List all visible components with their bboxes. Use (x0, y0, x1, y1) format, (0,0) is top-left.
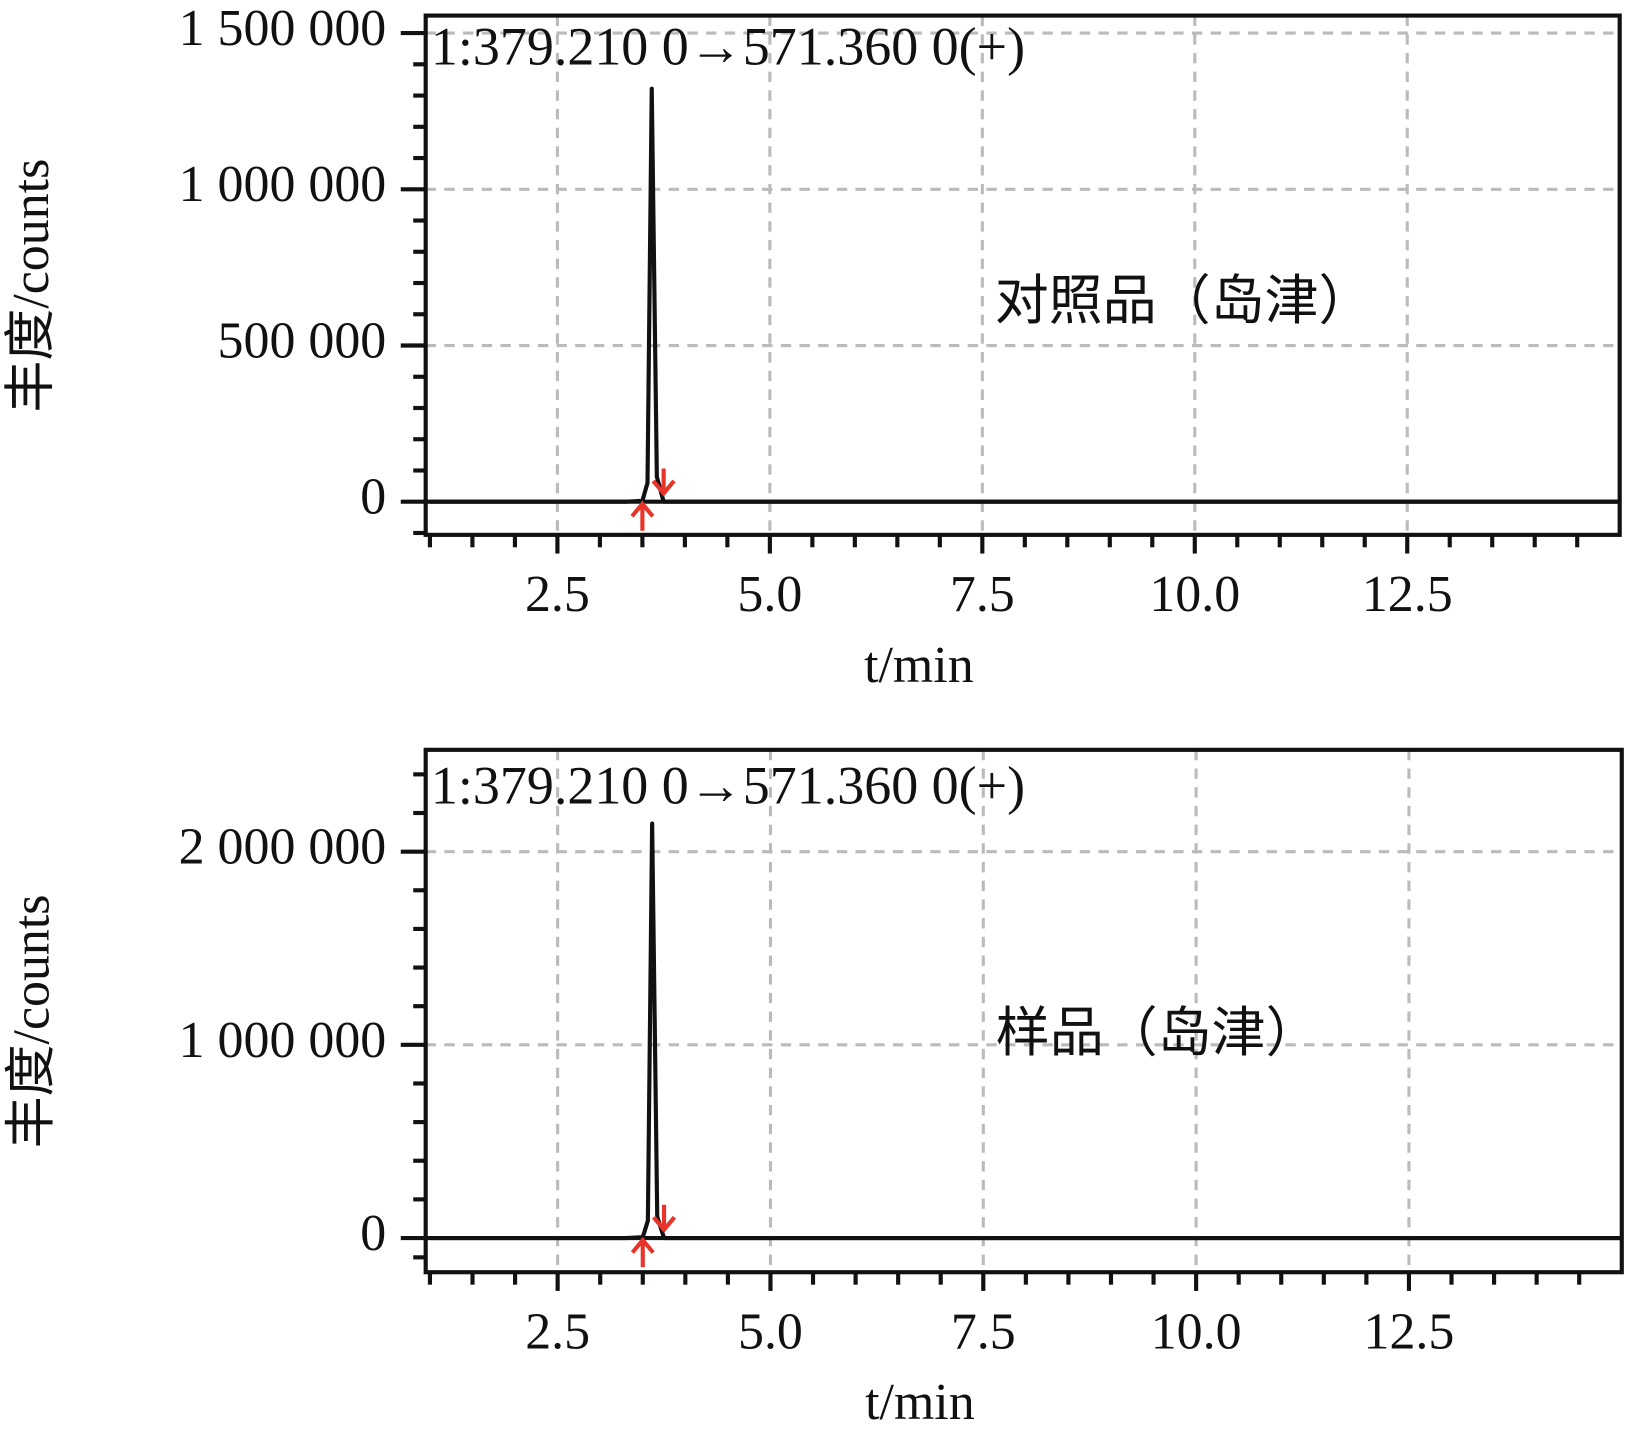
y-tick-label: 1 000 000 (179, 1012, 387, 1069)
annotation: 对照品（岛津） (995, 271, 1373, 331)
x-tick-label: 12.5 (1362, 566, 1453, 623)
y-tick-label: 1 000 000 (179, 156, 387, 213)
x-tick-label: 7.5 (950, 566, 1015, 623)
x-tick-label: 10.0 (1149, 566, 1240, 623)
y-tick-label: 1 500 000 (179, 0, 387, 57)
y-axis-label: 丰度/counts (3, 895, 60, 1149)
plot-frame (423, 13, 1622, 537)
y-axis-label: 丰度/counts (3, 159, 60, 413)
x-tick-label: 7.5 (951, 1304, 1016, 1361)
integration-marker (630, 500, 655, 531)
x-tick-label: 5.0 (737, 566, 802, 623)
y-tick-label: 0 (360, 1205, 386, 1262)
x-tick-label: 10.0 (1151, 1304, 1242, 1361)
integration-marker (652, 1204, 677, 1233)
y-tick-label: 0 (360, 469, 386, 526)
y-tick-label: 500 000 (218, 312, 387, 369)
annotation: 样品（岛津） (996, 1003, 1320, 1063)
chromatogram-line (429, 86, 1620, 504)
x-tick-label: 5.0 (738, 1304, 803, 1361)
x-tick-label: 2.5 (525, 566, 590, 623)
x-tick-label: 12.5 (1364, 1304, 1455, 1361)
plot-frame (423, 747, 1624, 1275)
x-axis-label: t/min (865, 1374, 975, 1431)
x-axis-label: t/min (864, 637, 974, 694)
annotation: 1:379.210 0→571.360 0(+) (431, 16, 1025, 76)
integration-marker (651, 468, 676, 497)
y-tick-label: 2 000 000 (179, 819, 387, 876)
integration-marker (630, 1236, 655, 1268)
annotation: 1:379.210 0→571.360 0(+) (431, 756, 1025, 816)
x-tick-label: 2.5 (525, 1304, 590, 1361)
chromatogram-line (429, 821, 1622, 1241)
